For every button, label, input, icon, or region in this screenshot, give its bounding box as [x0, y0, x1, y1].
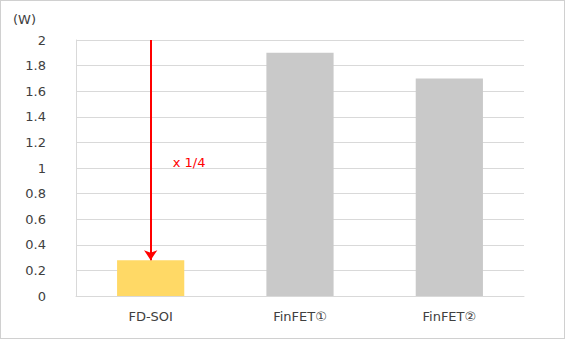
svg-text:0: 0	[38, 289, 46, 304]
svg-text:FinFET①: FinFET①	[273, 309, 327, 324]
svg-text:1: 1	[38, 161, 46, 176]
svg-text:0.8: 0.8	[25, 186, 46, 201]
svg-text:1.2: 1.2	[25, 135, 46, 150]
svg-text:FD-SOI: FD-SOI	[128, 309, 173, 324]
svg-text:FinFET②: FinFET②	[422, 309, 476, 324]
svg-text:(W): (W)	[13, 12, 36, 27]
svg-text:0.2: 0.2	[25, 263, 46, 278]
svg-text:0.6: 0.6	[25, 212, 46, 227]
svg-text:1.4: 1.4	[25, 109, 46, 124]
svg-text:2: 2	[38, 33, 46, 48]
svg-text:1.6: 1.6	[25, 84, 46, 99]
svg-text:x 1/4: x 1/4	[173, 155, 206, 170]
svg-text:0.4: 0.4	[25, 237, 46, 252]
svg-text:1.8: 1.8	[25, 58, 46, 73]
